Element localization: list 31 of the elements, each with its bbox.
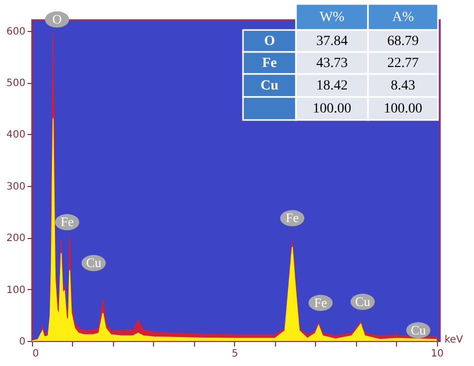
annotation: Fe — [60, 214, 74, 230]
annotation: Cu — [86, 255, 102, 270]
x-tick-label: 5 — [232, 348, 238, 360]
data-label: 22.77 — [387, 56, 419, 71]
text: 100.00 — [312, 102, 352, 116]
annotation: O — [52, 11, 62, 26]
series-label: A% — [392, 10, 414, 25]
x-tick-label: 10 — [430, 348, 444, 360]
y-tick-label: 100 — [6, 284, 26, 296]
y-tick-label: 400 — [6, 130, 26, 141]
text: 100.00 — [384, 102, 422, 116]
category-label: Fe — [262, 56, 277, 71]
data-label: 8.43 — [390, 78, 416, 94]
y-tick-label: 500 — [6, 78, 26, 90]
data-label: 37.84 — [316, 34, 348, 49]
x-tick-label: 0 — [32, 348, 39, 360]
annotation: Cu — [410, 322, 426, 338]
data-label: 18.42 — [316, 78, 348, 94]
annotation: Fe — [314, 294, 328, 310]
data-label: 68.79 — [387, 34, 419, 49]
category-label: Cu — [260, 78, 279, 94]
annotation: Fe — [286, 210, 299, 226]
category-label: O — [264, 34, 276, 49]
y-tick-label: 600 — [6, 26, 26, 38]
y-tick-label: 0 — [19, 336, 26, 348]
x-axis-title: keV — [444, 334, 464, 346]
data-label: 43.73 — [316, 56, 348, 71]
y-tick-label: 300 — [6, 181, 26, 192]
annotation: Cu — [355, 294, 371, 309]
y-tick-label: 200 — [6, 233, 26, 244]
series-label: W% — [320, 10, 345, 25]
